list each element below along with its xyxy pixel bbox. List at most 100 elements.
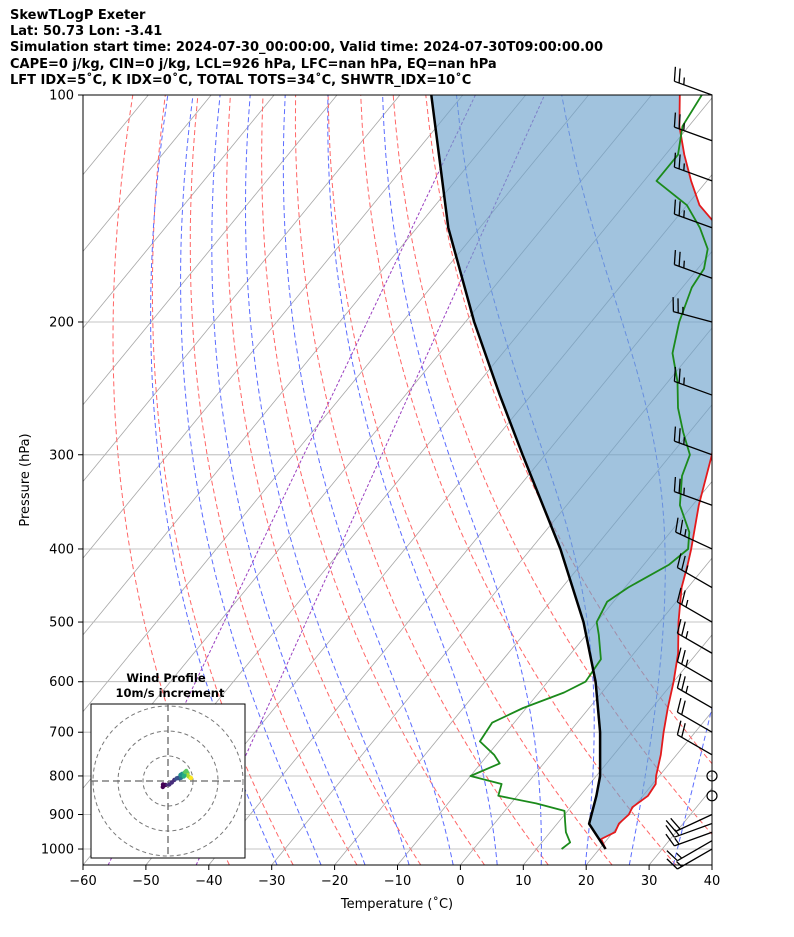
title-station: SkewTLogP Exeter bbox=[10, 8, 146, 23]
title-convective-params: CAPE=0 j/kg, CIN=0 j/kg, LCL=926 hPa, LF… bbox=[10, 56, 497, 72]
isotherm-line bbox=[711, 864, 712, 865]
wind-barb bbox=[676, 720, 713, 756]
moist-adiabat-line bbox=[180, 95, 322, 865]
x-axis: −60 −50 −40 −30 −20 −10 0 10 20 30 40 bbox=[69, 865, 720, 889]
hodograph-title: Wind Profile bbox=[126, 671, 206, 685]
chart-title-block: SkewTLogP Exeter Lat: 50.73 Lon: -3.41 S… bbox=[10, 8, 603, 89]
x-tick-label: 40 bbox=[704, 874, 721, 889]
wind-barb bbox=[676, 618, 713, 654]
wind-barb bbox=[673, 366, 713, 396]
hodograph-segment bbox=[162, 783, 166, 787]
dry-adiabat-line bbox=[226, 95, 422, 865]
dry-adiabat-line bbox=[151, 95, 294, 865]
wind-barb bbox=[673, 66, 713, 96]
y-axis-label: Pressure (hPa) bbox=[18, 433, 33, 526]
wind-barb bbox=[666, 848, 713, 870]
wind-barb bbox=[673, 152, 713, 182]
x-tick-label: 10 bbox=[515, 874, 532, 889]
y-tick-label: 800 bbox=[49, 769, 74, 784]
dry-adiabat-line bbox=[294, 95, 549, 865]
isotherm-line bbox=[208, 250, 712, 865]
dry-adiabat-line bbox=[189, 95, 358, 865]
hodograph-segment bbox=[185, 770, 189, 774]
moist-adiabat-line bbox=[150, 95, 278, 865]
x-tick-label: 0 bbox=[456, 874, 464, 889]
wind-barb bbox=[676, 553, 713, 589]
parcel-temperature-shading bbox=[431, 95, 712, 849]
x-tick-label: −20 bbox=[321, 874, 348, 889]
wind-barb bbox=[676, 587, 713, 623]
wind-barb bbox=[673, 476, 713, 506]
mixing-ratio-line bbox=[195, 95, 546, 865]
wind-barb bbox=[706, 770, 718, 782]
wind-barb bbox=[673, 250, 713, 279]
y-tick-label: 100 bbox=[49, 89, 74, 104]
wind-barb bbox=[676, 673, 713, 709]
hodograph-segment bbox=[168, 781, 173, 786]
moist-adiabat-line bbox=[717, 95, 794, 865]
wind-barb bbox=[676, 697, 713, 733]
wind-barb bbox=[672, 297, 713, 323]
hodograph-segment bbox=[173, 777, 178, 781]
y-tick-label: 400 bbox=[49, 542, 74, 557]
hodograph-segment bbox=[178, 776, 182, 780]
hodograph-subtitle: 10m/s increment bbox=[116, 686, 225, 700]
isotherm-line bbox=[83, 95, 527, 636]
x-tick-label: 30 bbox=[641, 874, 658, 889]
moist-adiabat-line bbox=[282, 95, 454, 865]
isotherm-line bbox=[83, 95, 401, 483]
hodograph-segment bbox=[183, 774, 187, 778]
y-tick-label: 300 bbox=[49, 448, 74, 463]
wind-barb bbox=[665, 813, 713, 832]
y-tick-label: 900 bbox=[49, 808, 74, 823]
wind-barb bbox=[675, 517, 713, 550]
hodograph-inset: Wind Profile 10m/s increment bbox=[90, 671, 246, 859]
parcel-profile-line bbox=[430, 95, 607, 850]
wind-barb bbox=[673, 112, 713, 142]
dry-adiabat-line bbox=[327, 95, 613, 865]
moist-adiabat-line bbox=[211, 95, 366, 865]
x-tick-label: 20 bbox=[578, 874, 595, 889]
wind-barb bbox=[666, 840, 713, 862]
isotherm-line bbox=[83, 95, 275, 329]
isotherm-line bbox=[83, 95, 464, 559]
title-times: Simulation start time: 2024-07-30_00:00:… bbox=[10, 40, 603, 56]
moist-adiabat-line bbox=[327, 95, 498, 865]
dry-adiabat-line bbox=[261, 95, 485, 865]
y-tick-label: 500 bbox=[49, 616, 74, 631]
isotherm-line bbox=[83, 95, 212, 252]
isotherm-line bbox=[83, 95, 338, 406]
wind-barbs bbox=[665, 66, 718, 870]
dry-adiabat-line bbox=[360, 95, 677, 865]
x-tick-label: −30 bbox=[258, 874, 285, 889]
x-axis-label: Temperature (˚C) bbox=[340, 896, 453, 912]
wind-barb bbox=[676, 647, 713, 683]
y-tick-label: 200 bbox=[49, 315, 74, 330]
wind-barb bbox=[673, 199, 713, 229]
isotherm-line bbox=[460, 557, 712, 865]
moist-adiabat-line bbox=[244, 95, 410, 865]
wind-barb bbox=[665, 831, 713, 847]
moist-adiabat-line bbox=[761, 95, 794, 865]
isotherm-line bbox=[585, 710, 712, 865]
dewpoint-profile-line bbox=[469, 95, 709, 850]
dry-adiabat-line bbox=[392, 95, 712, 836]
temperature-profile-line bbox=[600, 95, 712, 850]
y-tick-label: 600 bbox=[49, 675, 74, 690]
wind-barb bbox=[673, 426, 713, 456]
isotherm-line bbox=[397, 480, 712, 865]
moist-adiabat-line bbox=[382, 95, 542, 865]
hodograph-segment bbox=[171, 779, 176, 784]
wind-barb bbox=[706, 790, 718, 802]
hodograph-segment bbox=[186, 772, 190, 777]
title-stability-indices: LFT IDX=5˚C, K IDX=0˚C, TOTAL TOTS=34˚C,… bbox=[10, 72, 472, 88]
y-tick-label: 700 bbox=[49, 726, 74, 741]
x-tick-label: −10 bbox=[384, 874, 411, 889]
x-tick-label: −50 bbox=[132, 874, 159, 889]
y-tick-label: 1000 bbox=[41, 843, 74, 858]
hodograph-segment bbox=[165, 783, 170, 787]
x-tick-label: −40 bbox=[195, 874, 222, 889]
y-axis: 1000 900 800 700 600 500 400 300 200 100 bbox=[41, 89, 83, 858]
profiles bbox=[430, 95, 712, 850]
